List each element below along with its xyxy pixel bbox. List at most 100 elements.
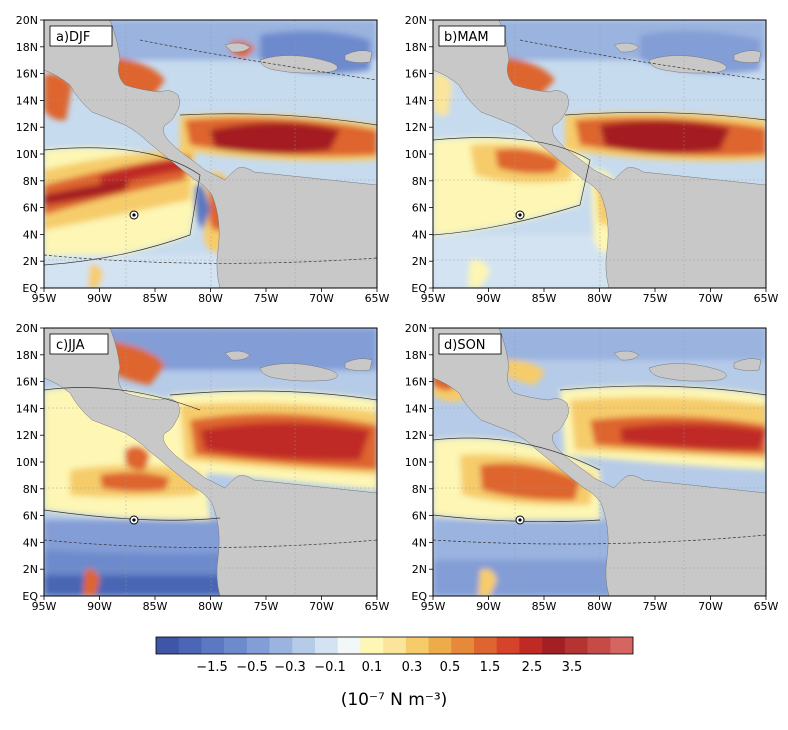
land-mask xyxy=(433,20,766,288)
x-tick-label: 90W xyxy=(87,292,112,305)
x-tick-label: 90W xyxy=(476,600,501,613)
colorbar-tick-label: 0.3 xyxy=(402,660,423,675)
y-tick-label: 18N xyxy=(405,349,427,362)
x-tick-label: 95W xyxy=(32,600,57,613)
colorbar-cell xyxy=(428,637,452,654)
colorbar-cell xyxy=(405,637,429,654)
y-tick-label: 2N xyxy=(23,563,38,576)
panel-label-box xyxy=(49,25,113,47)
colorbar-cell xyxy=(610,637,634,654)
colorbar-cell xyxy=(337,637,361,654)
x-tick-label: 95W xyxy=(421,292,446,305)
colorbar-cell xyxy=(587,637,611,654)
y-tick-label: 8N xyxy=(23,483,38,496)
panel-c: c)JJA xyxy=(43,327,378,597)
y-tick-label: EQ xyxy=(411,282,427,295)
colorbar-tick-label: −0.3 xyxy=(274,660,306,675)
x-tick-label: 70W xyxy=(309,600,334,613)
y-tick-label: 6N xyxy=(412,202,427,215)
y-tick-label: EQ xyxy=(411,590,427,603)
y-tick-label: 14N xyxy=(405,94,427,107)
panel-label-box xyxy=(438,25,506,47)
colorbar-cell xyxy=(292,637,316,654)
y-tick-label: 12N xyxy=(405,121,427,134)
x-tick-label: 70W xyxy=(309,292,334,305)
y-tick-label: 14N xyxy=(405,402,427,415)
panel-a: a)DJF xyxy=(43,19,378,289)
colorbar-cell xyxy=(383,637,407,654)
x-tick-label: 80W xyxy=(198,600,223,613)
colorbar-cell xyxy=(201,637,225,654)
x-tick-label: 90W xyxy=(87,600,112,613)
panel-label: d)SON xyxy=(444,338,486,353)
x-tick-label: 70W xyxy=(698,292,723,305)
colorbar-tick-label: 3.5 xyxy=(562,660,583,675)
panel-d: d)SON xyxy=(432,327,767,597)
grid xyxy=(433,328,766,596)
colorbar-cell xyxy=(269,637,293,654)
x-tick-label: 75W xyxy=(254,292,279,305)
colorbar-tick-label: 0.1 xyxy=(362,660,383,675)
y-tick-label: 16N xyxy=(16,376,38,389)
y-tick-label: 16N xyxy=(405,376,427,389)
contour-lines xyxy=(44,39,377,266)
colorbar: −1.5 −0.5 −0.3 −0.1 0.1 0.3 0.5 1.5 2.5 3.5 xyxy=(155,636,634,675)
y-tick-label: 2N xyxy=(23,255,38,268)
land-mask xyxy=(44,328,377,596)
land-mask xyxy=(433,328,766,596)
y-tick-label: 16N xyxy=(405,68,427,81)
y-tick-label: 8N xyxy=(412,483,427,496)
y-tick-label: 10N xyxy=(405,148,427,161)
x-tick-label: 65W xyxy=(754,292,779,305)
x-tick-label: 85W xyxy=(143,292,168,305)
y-tick-label: 8N xyxy=(23,175,38,188)
x-tick-label: 80W xyxy=(587,600,612,613)
y-tick-label: 6N xyxy=(412,510,427,523)
panel-label: a)DJF xyxy=(56,30,90,45)
colorbar-cell xyxy=(156,637,180,654)
y-tick-label: 4N xyxy=(23,536,38,549)
y-tick-label: 2N xyxy=(412,563,427,576)
colorbar-cell xyxy=(474,637,498,654)
y-tick-label: 2N xyxy=(412,255,427,268)
panel-label: c)JJA xyxy=(56,338,85,353)
x-tick-label: 85W xyxy=(532,600,557,613)
colorbar-tick-label: −0.1 xyxy=(314,660,346,675)
panel-label: b)MAM xyxy=(444,30,489,45)
colorbar-cell xyxy=(224,637,248,654)
grid xyxy=(44,20,377,288)
x-tick-label: 75W xyxy=(643,292,668,305)
panel-label-box xyxy=(438,333,502,355)
colorbar-cell xyxy=(542,637,566,654)
y-tick-label: 10N xyxy=(405,456,427,469)
y-tick-label: 12N xyxy=(16,121,38,134)
colorbar-tick-label: 2.5 xyxy=(522,660,543,675)
grid xyxy=(433,20,766,288)
y-tick-label: 16N xyxy=(16,68,38,81)
y-tick-label: 6N xyxy=(23,202,38,215)
y-tick-label: 4N xyxy=(23,228,38,241)
x-tick-label: 65W xyxy=(365,600,390,613)
x-tick-label: 85W xyxy=(143,600,168,613)
x-tick-label: 75W xyxy=(254,600,279,613)
x-tick-label: 80W xyxy=(587,292,612,305)
x-tick-label: 65W xyxy=(754,600,779,613)
x-tick-label: 70W xyxy=(698,600,723,613)
x-tick-label: 65W xyxy=(365,292,390,305)
x-tick-label: 80W xyxy=(198,292,223,305)
colorbar-cell xyxy=(451,637,475,654)
colorbar-cell xyxy=(496,637,520,654)
y-tick-label: 14N xyxy=(16,94,38,107)
y-tick-label: 18N xyxy=(405,41,427,54)
colorbar-tick-label: 1.5 xyxy=(480,660,501,675)
colorbar-cell xyxy=(246,637,270,654)
y-tick-label: 18N xyxy=(16,41,38,54)
y-tick-label: 10N xyxy=(16,456,38,469)
colorbar-cell xyxy=(315,637,339,654)
panel-b: b)MAM xyxy=(432,19,767,289)
y-tick-label: EQ xyxy=(22,590,38,603)
colorbar-tick-label: −1.5 xyxy=(196,660,228,675)
panel-label-box xyxy=(49,333,109,355)
colorbar-tick-label: −0.5 xyxy=(236,660,268,675)
